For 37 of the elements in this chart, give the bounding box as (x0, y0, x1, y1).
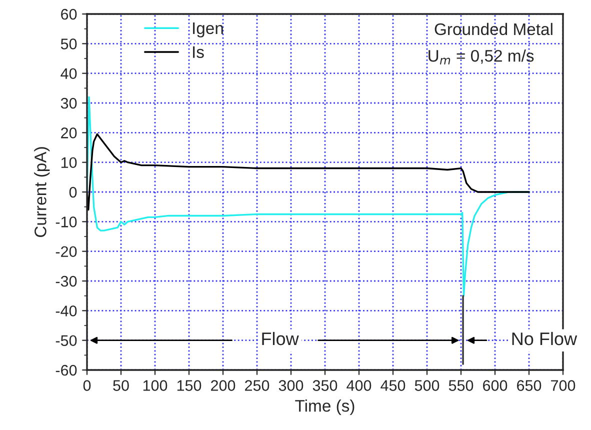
legend-label: Igen (193, 22, 223, 38)
x-tick-label: 550 (448, 380, 474, 391)
annotation: No Flow (512, 332, 578, 346)
y-tick-label: 10 (61, 157, 77, 168)
x-tick-label: 100 (143, 380, 168, 391)
y-tick-label: -10 (56, 216, 77, 228)
x-tick-label: 650 (517, 380, 542, 391)
legend-label: Is (193, 46, 204, 58)
y-tick-label: -20 (56, 246, 77, 258)
line-series (87, 133, 530, 211)
x-tick-label: 200 (211, 380, 236, 391)
y-tick-label: -40 (56, 306, 77, 316)
x-tick-label: 50 (113, 380, 129, 391)
annotation: Grounded Metal (434, 22, 552, 36)
x-tick-label: 150 (177, 380, 202, 391)
y-tick-label: 40 (60, 68, 77, 80)
x-tick-label: 250 (245, 380, 270, 391)
y-tick-label: 20 (61, 128, 77, 138)
x-tick-label: 300 (278, 380, 304, 391)
y-tick-label: 50 (60, 38, 77, 50)
annotation: Flow (262, 332, 299, 346)
x-tick-label: 0 (83, 380, 91, 391)
x-axis-title: Time (s) (295, 400, 354, 416)
y-tick-label: -30 (56, 276, 77, 287)
y-tick-label: -60 (56, 364, 77, 376)
y-tick-label: 60 (61, 8, 77, 20)
y-tick-label: -50 (56, 335, 77, 346)
y-axis-title: Current (pA) (34, 147, 50, 237)
x-tick-label: 700 (551, 380, 576, 391)
y-tick-label: 0 (69, 186, 77, 198)
x-tick-label: 600 (483, 380, 508, 391)
y-tick-label: 30 (60, 98, 77, 109)
annotation: U$_{m}$ = 0,52 m/s (428, 50, 534, 64)
x-tick-label: 350 (312, 380, 338, 391)
x-tick-label: 500 (414, 380, 440, 391)
x-tick-label: 400 (346, 380, 372, 391)
x-tick-label: 450 (380, 380, 406, 391)
